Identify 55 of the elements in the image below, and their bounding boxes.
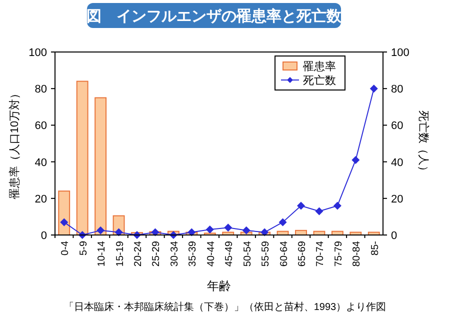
x-tick-label: 60-64 xyxy=(278,240,290,267)
legend-label: 死亡数 xyxy=(303,74,336,87)
x-tick-label: 75-79 xyxy=(333,240,344,267)
x-tick-label: 55-59 xyxy=(260,240,272,267)
point xyxy=(206,226,214,234)
x-tick-label: 30-34 xyxy=(169,240,180,267)
x-tick-label: 20-24 xyxy=(133,240,144,267)
y-tick-label: 40 xyxy=(34,156,47,169)
text: 「日本臨床・本邦臨床統計集（下巻）」（依田と苗村、1993）より作図 xyxy=(64,301,386,313)
point xyxy=(242,226,250,234)
bar xyxy=(76,80,88,236)
point xyxy=(114,228,123,236)
point xyxy=(60,218,68,226)
x-tick-label: 25-29 xyxy=(151,240,162,267)
x-tick-label: 15-19 xyxy=(114,240,126,267)
point xyxy=(224,224,232,232)
y-tick-label: 20 xyxy=(34,193,47,206)
point xyxy=(370,84,378,93)
y2-tick-label: 0 xyxy=(391,230,398,242)
x-tick-label: 40-44 xyxy=(206,240,217,267)
y-tick-label: 80 xyxy=(34,84,47,96)
y2-tick-label: 80 xyxy=(391,84,404,96)
x-axis-title: 年齢 xyxy=(207,279,231,293)
x-tick-label: 80-84 xyxy=(352,240,363,267)
x-tick-label: 5-9 xyxy=(78,240,90,256)
point xyxy=(297,202,305,210)
x-tick-label: 85- xyxy=(370,241,381,256)
y-tick-label: 60 xyxy=(34,120,47,132)
x-tick-label: 35-39 xyxy=(188,240,199,267)
x-tick-label: 65-69 xyxy=(297,240,308,267)
legend-label: 罹患率 xyxy=(302,60,336,73)
x-tick-label: 50-54 xyxy=(242,240,254,267)
chart-title: 図 インフルエンザの罹患率と死亡数 xyxy=(86,7,342,25)
point xyxy=(188,228,196,236)
point xyxy=(96,226,105,234)
y2-tick-label: 60 xyxy=(391,120,404,132)
y-tick-label: 0 xyxy=(40,230,47,242)
y2-axis-title: 死亡数（人） xyxy=(417,110,430,176)
point xyxy=(278,218,287,226)
x-tick-label: 0-4 xyxy=(60,240,72,256)
y-tick-label: 100 xyxy=(28,47,47,59)
point xyxy=(151,228,160,236)
y2-tick-label: 20 xyxy=(391,193,404,206)
point xyxy=(352,156,360,164)
x-tick-label: 70-74 xyxy=(315,240,326,267)
point xyxy=(315,207,324,216)
bar xyxy=(94,97,107,236)
y-axis-title: 罹患率（人口10万対） xyxy=(8,88,21,200)
x-tick-label: 10-14 xyxy=(96,240,108,267)
y2-tick-label: 40 xyxy=(391,156,404,169)
bar xyxy=(58,190,70,236)
y2-tick-label: 100 xyxy=(391,47,410,59)
point xyxy=(333,202,342,210)
x-tick-label: 45-49 xyxy=(224,240,236,267)
point xyxy=(260,228,269,236)
